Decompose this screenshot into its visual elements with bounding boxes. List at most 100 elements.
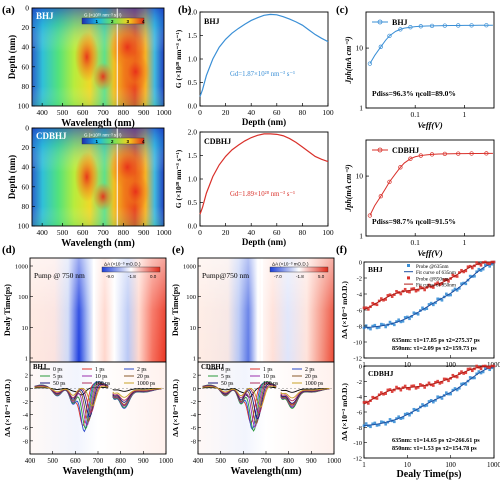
kinetic-data-point (393, 323, 396, 327)
y-tick-label: 0.5 (188, 78, 198, 87)
colorbar-tick-label: 4 (142, 139, 145, 144)
data-point (456, 151, 461, 156)
y-tick-label: -8 (357, 425, 362, 432)
plot-tag: CDBHJ (201, 364, 225, 371)
kinetic-data-point (460, 268, 463, 272)
x-tick-label: 80 (299, 108, 307, 117)
gd-annotation: Gd=1.89×10²⁸ nm⁻³ s⁻¹ (230, 191, 295, 198)
kinetic-data-point (455, 275, 459, 278)
kinetic-data-point (445, 391, 448, 394)
kinetic-data-point (421, 306, 424, 310)
kinetic-data-point (362, 424, 366, 427)
x-tick-label: 600 (77, 108, 89, 117)
legend-label: Probe @635nm (416, 264, 449, 270)
kinetic-data-point (375, 424, 379, 427)
kinetic-data-point (403, 384, 407, 388)
y-tick-label: -6 (23, 425, 29, 432)
plot-tag: BHJ (204, 17, 220, 26)
kinetic-data-point (451, 388, 455, 392)
kinetic-data-point (445, 292, 448, 296)
kinetic-data-point (451, 273, 455, 277)
data-point (398, 165, 403, 170)
kinetic-data-point (440, 298, 444, 302)
kinetic-data-point (403, 287, 407, 291)
kinetic-data-point (477, 370, 481, 373)
y-tick-label: 1 (359, 232, 363, 241)
efficiency-annotation: Pdiss=96.3% ηcoll=89.0% (372, 89, 456, 98)
y-axis-title: G (×10²⁸ nm⁻³ s⁻¹) (174, 29, 183, 88)
kinetic-data-point (403, 412, 407, 416)
y-tick-label: -4 (357, 292, 363, 299)
colorbar-tick-label: 4 (142, 19, 145, 24)
kinetic-data-point (462, 281, 465, 285)
kinetic-data-point (447, 379, 450, 383)
x-tick-label: 40 (247, 228, 255, 237)
data-point (387, 179, 392, 185)
kinetic-data-point (434, 380, 437, 384)
y-tick-label: 1000 (15, 264, 28, 271)
kinetic-data-point (479, 367, 483, 371)
x-tick-label: 700 (97, 228, 109, 237)
legend-label: 50 ps (221, 381, 234, 387)
colorbar-tick-label: 5.0 (318, 274, 325, 279)
kinetic-data-point (464, 371, 468, 375)
kinetic-data-point (401, 416, 405, 420)
kinetic-data-point (484, 263, 487, 267)
kinetic-data-point (488, 366, 491, 369)
legend-label: 5 ps (221, 374, 231, 380)
colorbar (81, 17, 145, 25)
y-tick-label: 40 (22, 43, 30, 52)
kinetic-data-point (380, 297, 383, 300)
y-tick-label: 0 (25, 124, 29, 133)
ta-map-cdbhj: ΔA (×10⁻³ mO.D.) -7.0 -1.8 5.0 Pump@750 nm 1 1… (171, 257, 335, 363)
x-tick-label: 1000 (159, 457, 174, 465)
kinetic-data-point (406, 315, 409, 319)
kinetic-data-point (382, 323, 385, 326)
x-tick-label: 60 (273, 108, 281, 117)
y-tick-label: 100 (18, 102, 30, 111)
kinetic-data-point (412, 287, 416, 290)
colorbar-tick-label: 2 (111, 19, 114, 24)
x-axis-title: Depth (nm) (242, 117, 286, 127)
series-line (369, 152, 493, 216)
x-tick-label: 700 (97, 108, 109, 117)
y-tick-label: 100 (186, 294, 196, 301)
x-tick-label: 400 (37, 228, 49, 237)
kinetic-data-point (429, 383, 433, 387)
kinetic-data-point (427, 283, 431, 287)
colorbar-tick-label: 3 (127, 139, 130, 144)
kinetic-data-point (442, 278, 446, 282)
kinetic-data-point (432, 400, 435, 404)
kinetic-data-point (408, 317, 411, 321)
y-tick-label: -2 (357, 379, 362, 386)
y-tick-label: 80 (22, 202, 30, 211)
x-tick-label: 0 (198, 108, 202, 117)
kinetic-data-point (386, 388, 390, 392)
lifetime-annotation: 635nm: τ1=17.85 ps τ2=275.37 ps (392, 337, 480, 344)
y-tick-label: -2 (357, 276, 362, 283)
x-tick-label: 100 (445, 361, 456, 369)
kinetic-data-point (488, 265, 491, 268)
kinetic-data-point (458, 372, 461, 375)
kinetic-data-point (406, 412, 409, 415)
y-tick-label: 1.5 (188, 151, 198, 160)
kinetic-data-point (460, 282, 463, 286)
y-tick-label: 20 (22, 23, 30, 32)
kinetic-data-point (412, 311, 416, 315)
x-axis-title-f: Dealy Time(ps) (397, 469, 462, 480)
kinetic-data-point (369, 425, 372, 429)
data-point (378, 194, 383, 199)
y-tick-label: 1 (193, 356, 196, 363)
kinetic-data-point (386, 294, 390, 297)
kinetic-data-point (397, 318, 400, 322)
kinetic-data-point (367, 326, 370, 330)
y-tick-label: 80 (22, 82, 30, 91)
lifetime-annotation: 850nm: τ1=1.53 ps τ2=154.78 ps (392, 445, 477, 452)
kinetic-data-point (488, 368, 491, 372)
y-tick-label: 40 (22, 163, 30, 172)
legend-label: 20 ps (137, 374, 150, 380)
x-tick-label: 60 (273, 228, 281, 237)
y-tick-label: -8 (357, 324, 362, 331)
x-tick-label: 1000 (157, 108, 172, 117)
